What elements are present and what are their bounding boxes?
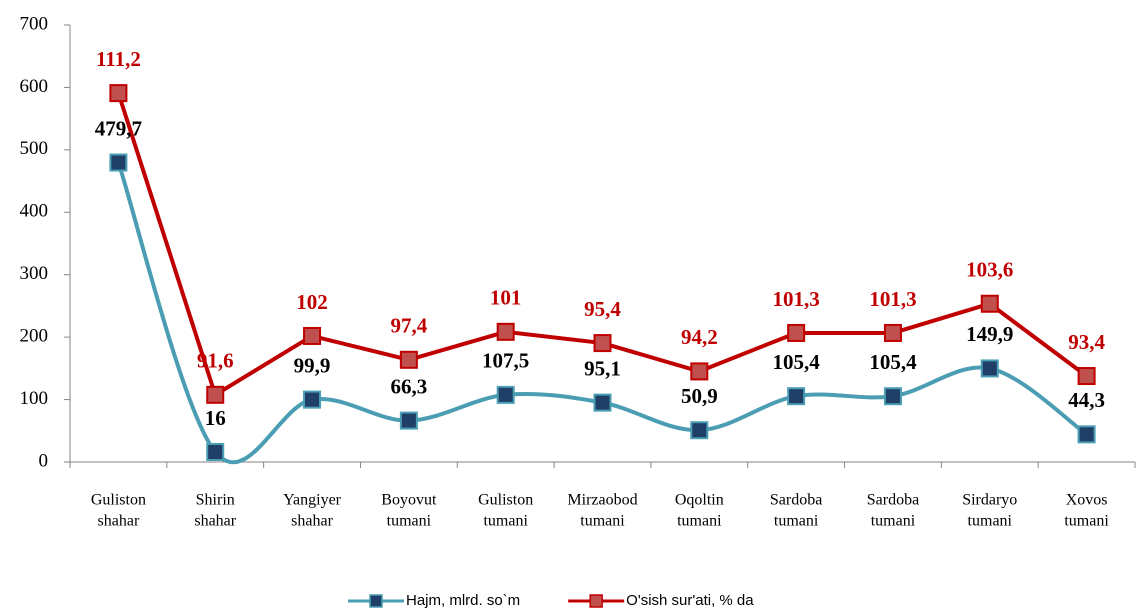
x-tick-label: tumani [580, 513, 625, 530]
y-tick-label: 700 [20, 13, 49, 34]
x-tick-label: tumani [483, 513, 528, 530]
marker [399, 411, 418, 430]
y-tick-label: 500 [20, 138, 49, 159]
data-label: 107,5 [482, 349, 529, 373]
x-tick-label: Sirdaryo [962, 492, 1017, 509]
data-label: 101 [490, 286, 522, 310]
marker [206, 385, 225, 404]
data-label: 93,4 [1068, 330, 1105, 354]
x-tick-label: Yangiyer [283, 492, 342, 509]
x-tick-label: shahar [194, 513, 236, 530]
x-tick-label: tumani [871, 513, 916, 530]
data-label: 99,9 [294, 353, 331, 377]
marker [1077, 367, 1096, 386]
marker [109, 84, 128, 103]
marker [690, 421, 709, 440]
marker [206, 443, 225, 462]
marker [593, 334, 612, 353]
marker [980, 294, 999, 313]
y-tick-label: 400 [20, 201, 49, 222]
marker [399, 350, 418, 369]
y-tick-label: 200 [20, 326, 49, 347]
data-label: 97,4 [390, 314, 427, 338]
marker [690, 362, 709, 381]
data-label: 44,3 [1068, 388, 1105, 412]
marker [109, 153, 128, 172]
data-label: 94,2 [681, 325, 718, 349]
marker [496, 385, 515, 404]
x-tick-label: Shirin [196, 492, 235, 509]
legend-label: O'sish sur'ati, % da [626, 592, 754, 609]
marker [1077, 425, 1096, 444]
legend-marker [369, 594, 383, 608]
x-tick-label: Oqoltin [675, 492, 724, 509]
marker [787, 387, 806, 406]
series-line [116, 161, 1088, 465]
legend-label: Hajm, mlrd. so`m [406, 592, 520, 609]
data-label: 101,3 [773, 287, 820, 311]
data-label: 105,4 [773, 350, 821, 374]
marker [496, 322, 515, 341]
x-tick-label: Guliston [478, 492, 533, 509]
data-label: 103,6 [966, 258, 1013, 282]
legend-marker [589, 594, 603, 608]
marker [303, 390, 322, 409]
marker [980, 359, 999, 378]
data-label: 102 [296, 290, 328, 314]
x-tick-label: shahar [291, 513, 333, 530]
marker [787, 323, 806, 342]
data-label: 95,4 [584, 297, 621, 321]
x-tick-label: tumani [1064, 513, 1109, 530]
x-tick-label: Xovos [1066, 492, 1108, 509]
x-tick-label: Guliston [91, 492, 146, 509]
x-tick-label: Boyovut [381, 492, 437, 509]
x-tick-label: shahar [98, 513, 140, 530]
y-tick-label: 600 [20, 76, 49, 97]
x-tick-label: tumani [774, 513, 819, 530]
x-tick-label: Sardoba [867, 492, 919, 509]
x-tick-label: tumani [387, 513, 432, 530]
marker [593, 393, 612, 412]
data-label: 95,1 [584, 356, 621, 380]
data-label: 16 [205, 406, 226, 430]
marker [883, 323, 902, 342]
y-tick-label: 100 [20, 388, 49, 409]
data-label: 111,2 [96, 47, 141, 71]
data-label: 50,9 [681, 384, 718, 408]
data-label: 66,3 [390, 374, 427, 398]
y-tick-label: 0 [39, 450, 49, 471]
data-label: 149,9 [966, 322, 1013, 346]
x-tick-label: tumani [677, 513, 722, 530]
marker [303, 326, 322, 345]
x-tick-label: tumani [968, 513, 1013, 530]
marker [883, 387, 902, 406]
data-label: 101,3 [869, 287, 916, 311]
data-label: 479,7 [95, 116, 142, 140]
data-label: 105,4 [869, 350, 917, 374]
data-label: 91,6 [197, 349, 234, 373]
x-tick-label: Mirzaobod [567, 492, 637, 509]
x-tick-label: Sardoba [770, 492, 822, 509]
y-tick-label: 300 [20, 263, 49, 284]
